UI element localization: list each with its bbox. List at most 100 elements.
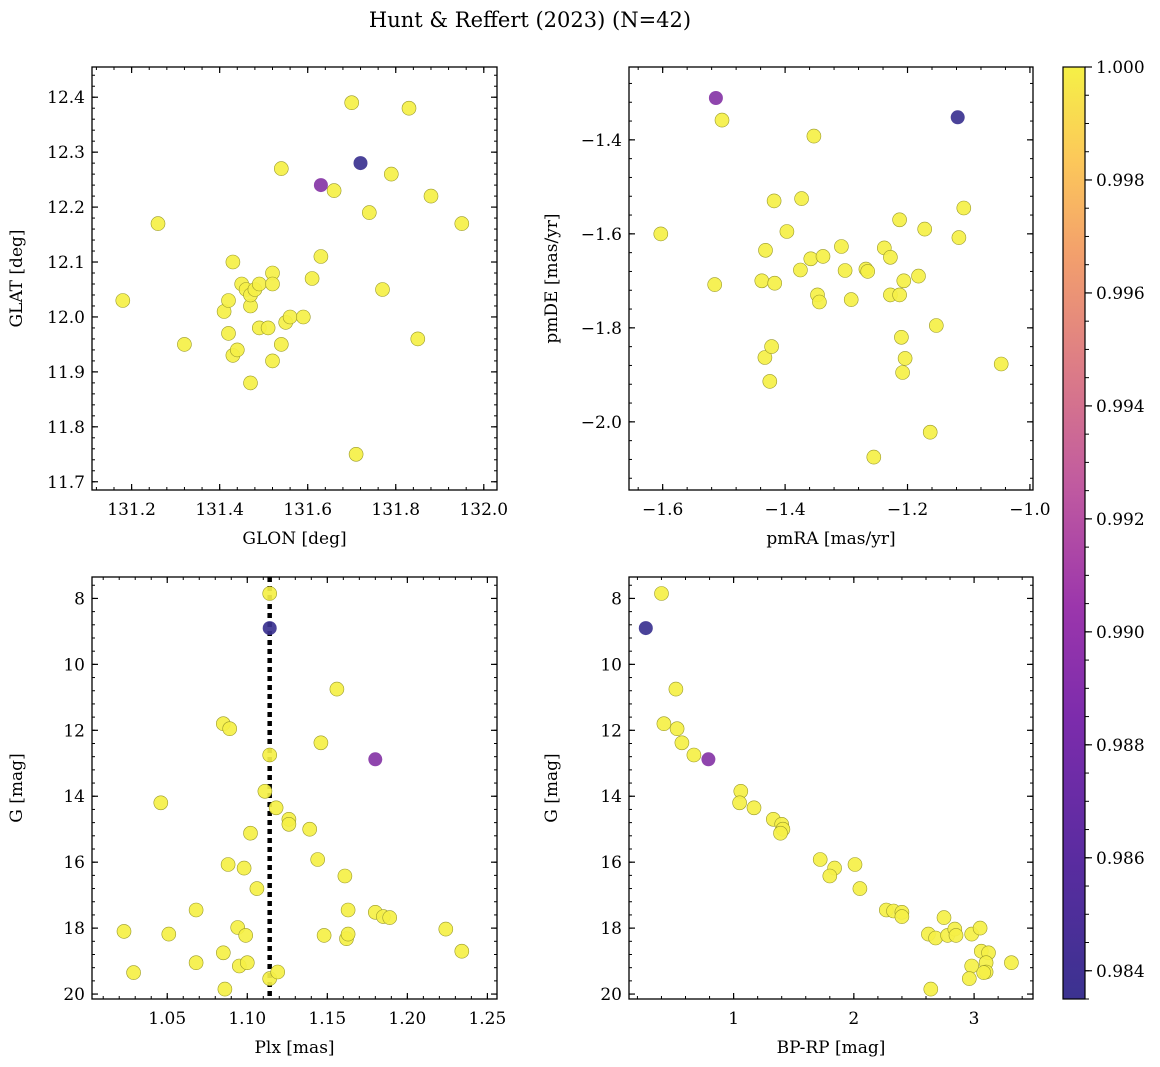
y-tick-label: 12.1	[47, 253, 85, 273]
scatter-point	[686, 747, 702, 763]
scatter-point	[923, 981, 939, 997]
scatter-point	[794, 191, 809, 206]
scatter-point	[260, 320, 276, 336]
scatter-point	[972, 920, 988, 936]
scatter-point	[779, 224, 795, 239]
scatter-point	[310, 852, 326, 867]
scatter-point	[895, 365, 910, 380]
colorbar-tick-label: 0.988	[1096, 736, 1145, 756]
colorbar-tick-label: 0.996	[1096, 284, 1145, 304]
x-axis-label: pmRA [mas/yr]	[766, 529, 895, 549]
scatter-point	[273, 161, 289, 176]
y-tick-label: −1.6	[581, 225, 622, 245]
scatter-point	[843, 292, 859, 307]
x-tick-label: 131.6	[283, 500, 332, 520]
y-tick-label: 14	[600, 787, 622, 807]
scatter-point	[222, 721, 237, 737]
scatter-point	[326, 183, 342, 198]
scatter-point	[243, 375, 258, 391]
x-axis-label: BP-RP [mag]	[777, 1038, 886, 1058]
scatter-point	[638, 621, 653, 636]
scatter-point	[746, 800, 762, 816]
scatter-point	[216, 945, 231, 961]
x-tick-label: 1.05	[148, 1009, 186, 1029]
scatter-point	[401, 100, 417, 116]
scatter-point	[316, 928, 332, 943]
scatter-point	[707, 277, 723, 292]
plot-area	[116, 577, 470, 999]
y-tick-label: 12.4	[47, 88, 85, 108]
y-tick-label: 12	[63, 721, 85, 741]
scatter-point	[265, 353, 280, 369]
scatter-point	[150, 216, 166, 231]
scatter-point	[221, 326, 236, 341]
y-tick-label: −2.0	[581, 413, 622, 433]
y-axis-label: G [mag]	[7, 753, 27, 822]
scatter-point	[116, 924, 132, 939]
plot-area	[115, 95, 470, 462]
y-tick-label: 8	[74, 589, 85, 609]
x-tick-label: 2	[848, 1009, 859, 1029]
y-tick-label: 12.0	[47, 308, 85, 328]
y-axis-label: G [mag]	[542, 753, 562, 822]
scatter-point	[860, 264, 876, 279]
scatter-point	[313, 249, 329, 264]
scatter-point	[270, 964, 286, 980]
scatter-point	[268, 800, 284, 816]
scatter-point	[240, 955, 255, 971]
scatter-point	[892, 212, 907, 228]
scatter-point	[295, 309, 311, 325]
y-tick-label: 12.3	[47, 143, 85, 163]
x-tick-label: 131.2	[107, 500, 156, 520]
y-tick-label: 11.9	[47, 363, 85, 383]
scatter-point	[1004, 955, 1019, 971]
panel-3: 1.05 1.10 1.15 1.20 1.25 8 10 12 14 16 18 20 Plx [ma…	[7, 576, 506, 1058]
scatter-point	[803, 251, 819, 267]
y-tick-label: 12.2	[47, 198, 85, 218]
x-tick-label: 3	[969, 1009, 980, 1029]
scatter-point	[758, 243, 773, 258]
scatter-point	[262, 586, 278, 601]
colorbar-tick-label: 0.990	[1096, 623, 1145, 643]
x-tick-label: 1.15	[308, 1009, 346, 1029]
y-tick-label: 20	[600, 985, 622, 1005]
x-axis-label: GLON [deg]	[242, 529, 346, 549]
scatter-point	[757, 350, 773, 365]
scatter-point	[837, 263, 853, 278]
axes-frame	[628, 66, 1034, 491]
y-tick-label: 18	[63, 919, 85, 939]
scatter-point	[265, 276, 280, 292]
scatter-point	[669, 721, 685, 737]
colorbar-gradient	[1062, 66, 1086, 1000]
scatter-point	[951, 230, 967, 245]
scatter-point	[961, 971, 977, 986]
y-tick-label: −1.4	[581, 131, 622, 151]
x-tick-label: 1.10	[228, 1009, 266, 1029]
scatter-point	[454, 216, 470, 231]
scatter-point	[928, 930, 943, 946]
x-tick-label: 1.20	[388, 1009, 426, 1029]
scatter-point	[249, 881, 265, 896]
scatter-point	[115, 293, 131, 308]
y-tick-label: 10	[600, 655, 622, 675]
scatter-point	[948, 928, 964, 943]
scatter-point	[822, 868, 838, 884]
x-tick-label: 132.0	[459, 500, 508, 520]
scatter-point	[668, 681, 684, 697]
scatter-point	[928, 318, 944, 333]
colorbar-tick-label: 0.994	[1096, 397, 1145, 417]
scatter-point	[834, 239, 849, 254]
scatter-point	[177, 337, 192, 352]
scatter-point	[361, 205, 377, 220]
scatter-point	[766, 193, 782, 209]
scatter-point	[911, 268, 926, 284]
scatter-point	[161, 926, 177, 942]
panel-1: 131.2 131.4 131.6 131.8 132.0 11.7 11.8 11.9 12.…	[7, 66, 508, 549]
scatter-point	[897, 351, 913, 366]
scatter-point	[368, 752, 383, 767]
y-tick-label: 20	[63, 985, 85, 1005]
scatter-point	[812, 852, 828, 867]
colorbar-tick-label: 0.998	[1096, 171, 1145, 191]
scatter-point	[221, 293, 236, 308]
